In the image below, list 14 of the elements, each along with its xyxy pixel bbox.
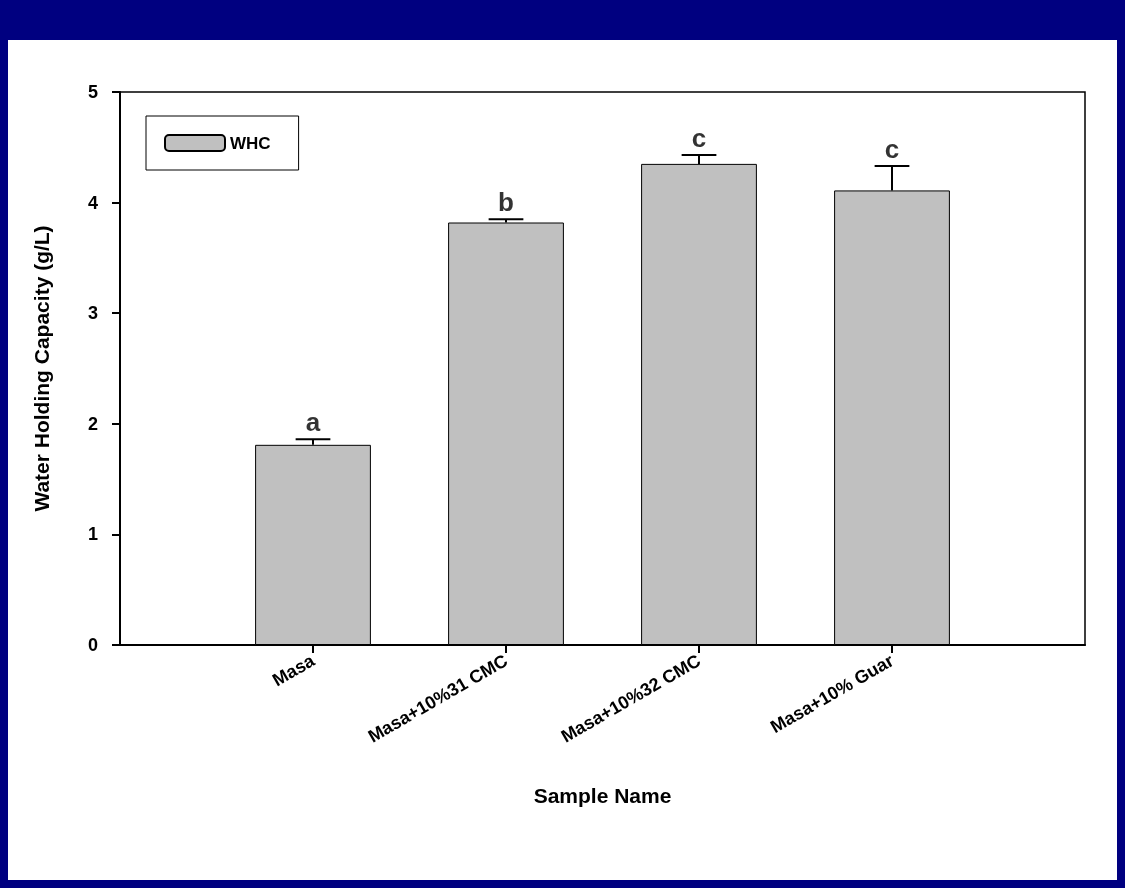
- x-axis-title: Sample Name: [533, 784, 672, 807]
- y-tick-label: 1: [87, 524, 98, 545]
- annotation: c: [691, 123, 707, 154]
- annotation: c: [884, 134, 900, 165]
- annotation: a: [305, 407, 321, 438]
- legend-label: WHC: [230, 133, 271, 153]
- y-tick-label: 2: [87, 413, 98, 434]
- y-tick-label: 5: [87, 82, 98, 102]
- y-tick-label: 4: [87, 192, 98, 213]
- x-tick-label: Masa: [269, 649, 319, 691]
- y-axis-title: Water Holding Capacity (g/L): [30, 225, 53, 512]
- annotation: b: [498, 187, 514, 218]
- y-tick-label: 3: [87, 303, 98, 324]
- y-tick-label: 0: [87, 635, 98, 655]
